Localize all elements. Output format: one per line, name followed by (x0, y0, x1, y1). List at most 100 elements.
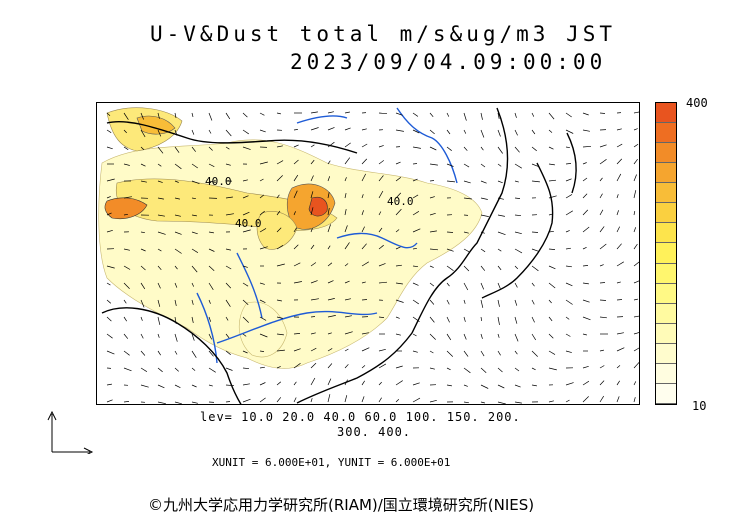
wind-arrow (548, 333, 554, 339)
wind-arrow (616, 194, 619, 199)
wind-arrow (208, 112, 213, 121)
wind-arrow (276, 227, 282, 233)
wind-arrow (616, 158, 623, 165)
wind-arrow (412, 350, 418, 353)
wind-arrow (174, 316, 177, 324)
wind-arrow (616, 226, 621, 233)
wind-arrow (327, 378, 332, 386)
copyright-notice: ©九州大学応用力学研究所(RIAM)/国立環境研究所(NIES) (148, 496, 535, 514)
wind-arrow (412, 299, 419, 305)
wind-arrow (157, 112, 160, 119)
wind-arrow (310, 262, 317, 267)
wind-arrow (191, 231, 198, 235)
colorbar-segment (656, 143, 676, 164)
wind-arrow (310, 191, 314, 199)
wind-arrow (191, 299, 194, 305)
wind-arrow (361, 143, 368, 148)
map-panel[interactable]: 40.0 40.0 40.0 (96, 102, 640, 405)
wind-arrow (531, 367, 536, 371)
wind-arrow (599, 380, 605, 386)
wind-arrow (293, 381, 297, 386)
wind-arrow (344, 127, 351, 131)
wind-arrow (548, 367, 557, 371)
wind-arrow (395, 380, 403, 386)
wind-arrow (463, 350, 469, 357)
wind-arrow (276, 316, 283, 319)
wind-arrow (225, 112, 231, 120)
wind-arrow (140, 265, 146, 271)
wind-arrow (395, 229, 400, 233)
wind-arrow (446, 180, 456, 183)
wind-arrow (123, 129, 127, 134)
wind-arrow (361, 128, 367, 131)
wind-arrow (412, 316, 420, 322)
wind-arrow (344, 379, 348, 386)
wind-arrow (327, 262, 333, 267)
wind-arrow (582, 112, 589, 116)
wind-arrow (174, 401, 182, 404)
wind-arrow (123, 350, 130, 356)
colorbar-segment (656, 303, 676, 324)
wind-arrow (429, 163, 438, 166)
wind-arrow (208, 282, 214, 290)
wind-arrow (582, 193, 588, 199)
wind-arrow (395, 192, 402, 199)
wind-arrow (429, 180, 435, 182)
wind-arrow (633, 298, 638, 301)
wind-arrow (514, 197, 521, 199)
wind-arrow (531, 299, 535, 305)
wind-arrow (565, 350, 572, 353)
wind-arrow (140, 112, 144, 120)
wind-arrow (548, 350, 556, 355)
wind-arrow (429, 299, 435, 305)
wind-arrow (463, 401, 469, 404)
wind-arrow (395, 246, 401, 250)
wind-arrow (276, 210, 281, 216)
wind-arrow (565, 299, 573, 305)
wind-arrow (310, 362, 317, 369)
dust-region-east-asia (98, 139, 483, 369)
wind-arrow (633, 158, 638, 165)
wind-arrow (582, 177, 588, 182)
wind-arrow (225, 248, 231, 251)
wind-arrow (106, 129, 112, 133)
colorbar (655, 102, 677, 405)
wind-arrow (327, 208, 330, 216)
wind-arrow (378, 397, 382, 403)
wind-arrow (565, 382, 574, 386)
wind-arrow (259, 299, 266, 304)
wind-arrow (242, 333, 247, 337)
wind-arrow (548, 282, 556, 289)
wind-arrow (582, 316, 591, 321)
wind-arrow (582, 129, 590, 132)
wind-arrow (531, 384, 537, 387)
wind-arrow (633, 347, 639, 352)
wind-arrow (497, 333, 500, 338)
wind-arrow (599, 316, 607, 319)
wind-arrow (395, 177, 402, 182)
wind-arrow (582, 265, 589, 267)
wind-arrow (633, 332, 639, 335)
wind-arrow (123, 316, 127, 322)
wind-arrow (565, 333, 571, 337)
wind-arrow (259, 112, 265, 116)
wind-arrow (565, 163, 572, 165)
wind-arrow (157, 299, 161, 307)
wind-arrow (463, 282, 469, 291)
wind-arrow (548, 316, 553, 322)
wind-arrow (616, 261, 624, 267)
wind-arrow (446, 367, 451, 371)
wind-arrow (225, 401, 231, 403)
wind-arrow (140, 384, 149, 388)
wind-arrow (446, 231, 454, 233)
contour-levels-continued: 300. 400. (337, 425, 412, 439)
wind-arrow (395, 316, 400, 319)
wind-arrow (276, 175, 283, 182)
wind-arrow (514, 265, 519, 270)
wind-arrow (123, 112, 129, 120)
wind-arrow (140, 248, 146, 252)
wind-arrow (327, 245, 331, 250)
wind-arrow (327, 280, 334, 284)
wind-arrow (225, 299, 231, 307)
wind-arrow (378, 281, 388, 284)
